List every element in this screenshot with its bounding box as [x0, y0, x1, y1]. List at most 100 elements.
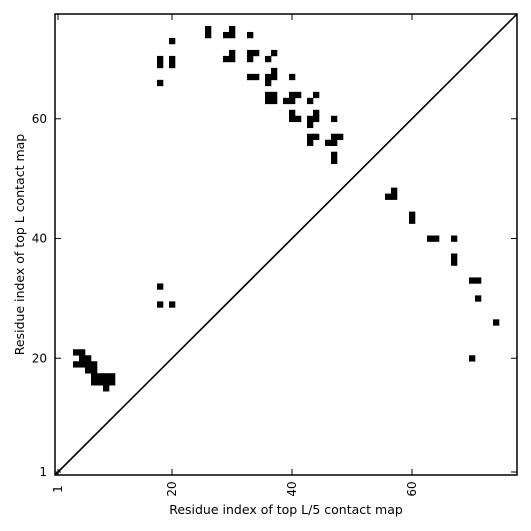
contact-cell-upper [247, 31, 254, 39]
x-tick-label: 60 [405, 481, 419, 496]
contact-cell-upper [307, 115, 314, 123]
contact-cell-lower [73, 361, 80, 368]
contact-cell-lower [475, 295, 482, 302]
contact-cell-lower [85, 361, 92, 368]
contact-cell-upper [283, 97, 290, 105]
contact-cell-upper [289, 109, 296, 117]
contact-cell-upper [271, 67, 278, 75]
contact-cell-lower [97, 373, 104, 380]
contact-cell-lower [85, 355, 92, 362]
contact-cell-upper [331, 139, 338, 147]
contact-cell-lower [79, 361, 86, 368]
contact-cell-upper [157, 79, 164, 87]
contact-cell-upper [307, 97, 314, 105]
contact-cell-lower [427, 235, 434, 242]
y-tick-label: 60 [32, 112, 47, 126]
contact-cell-upper [307, 139, 314, 147]
contact-cell-upper [169, 61, 176, 69]
contact-cell-lower [469, 355, 476, 362]
contact-cell-upper [307, 121, 314, 129]
contact-cell-upper [331, 151, 338, 158]
contact-cell-lower [451, 235, 458, 242]
contact-cell-upper [271, 97, 278, 105]
contact-cell-upper [223, 31, 230, 39]
contact-cell-lower [409, 211, 416, 218]
contact-cell-upper [265, 55, 272, 63]
contact-cell-upper [307, 133, 314, 141]
contact-cell-upper [331, 133, 338, 141]
contact-cell-lower [91, 367, 98, 374]
x-tick-label: 20 [165, 481, 179, 496]
contact-cell-upper [295, 115, 302, 123]
contact-cell-lower [385, 193, 392, 200]
x-axis-label: Residue index of top L/5 contact map [169, 502, 403, 517]
contact-cell-lower [79, 349, 86, 356]
contact-cell-upper [229, 25, 236, 33]
contact-cell-lower [475, 277, 482, 284]
contact-cell-upper [169, 55, 176, 63]
y-tick-label: 1 [39, 465, 47, 479]
contact-cell-lower [409, 217, 416, 224]
contact-cell-lower [103, 373, 110, 380]
contact-cell-upper [223, 55, 230, 63]
contact-cell-upper [289, 91, 296, 99]
contact-cell-lower [391, 187, 398, 194]
contact-cell-upper [229, 55, 236, 63]
x-axis-ticks: 1 20 40 60 [51, 14, 419, 497]
contact-cell-upper [289, 73, 296, 81]
contact-cell-upper [337, 133, 344, 141]
contact-cell-upper [265, 79, 272, 87]
contact-cell-upper [247, 55, 254, 63]
contact-cell-upper [325, 139, 332, 147]
contact-cell-lower [73, 349, 80, 356]
contact-cell-lower [109, 373, 116, 380]
contact-cell-upper [271, 73, 278, 81]
contact-cell-upper [265, 91, 272, 99]
contact-cell-lower [157, 283, 164, 290]
contact-cell-upper [313, 115, 320, 123]
contact-cell-lower [493, 319, 500, 326]
contact-cell-upper [229, 31, 236, 39]
contact-cell-lower [451, 253, 458, 260]
contact-cells [73, 25, 500, 392]
x-tick-label: 40 [285, 481, 299, 496]
contact-cell-lower [391, 193, 398, 200]
contact-cell-upper [265, 97, 272, 105]
contact-cell-upper [313, 109, 320, 117]
contact-cell-upper [205, 25, 212, 33]
contact-cell-lower [91, 361, 98, 368]
contact-cell-upper [253, 73, 260, 81]
contact-cell-upper [313, 91, 320, 99]
contact-cell-upper [313, 133, 320, 141]
contact-cell-upper [247, 73, 254, 81]
contact-cell-upper [169, 37, 176, 45]
contact-cell-upper [157, 55, 164, 63]
contact-cell-lower [79, 355, 86, 362]
contact-cell-lower [469, 277, 476, 284]
contact-cell-upper [247, 49, 254, 57]
contact-cell-lower [85, 367, 92, 374]
contact-cell-lower [169, 301, 176, 308]
contact-cell-lower [109, 379, 116, 386]
contact-cell-lower [91, 379, 98, 386]
contact-cell-upper [205, 31, 212, 39]
contact-cell-lower [433, 235, 440, 242]
contact-cell-lower [103, 385, 110, 392]
y-axis-ticks: 1 20 40 60 [32, 112, 517, 479]
contact-cell-upper [331, 115, 338, 123]
contact-cell-lower [157, 301, 164, 308]
contact-cell-upper [229, 49, 236, 57]
contact-cell-upper [331, 157, 338, 164]
contact-cell-upper [265, 73, 272, 81]
contact-cell-upper [289, 115, 296, 123]
contact-cell-lower [451, 259, 458, 266]
y-tick-label: 40 [32, 232, 47, 246]
contact-cell-upper [295, 91, 302, 99]
contact-cell-upper [271, 49, 278, 57]
contact-cell-lower [91, 373, 98, 380]
contact-cell-upper [289, 97, 296, 105]
y-axis-label: Residue index of top L contact map [12, 134, 27, 355]
contact-cell-lower [97, 379, 104, 386]
y-tick-label: 20 [32, 351, 47, 365]
